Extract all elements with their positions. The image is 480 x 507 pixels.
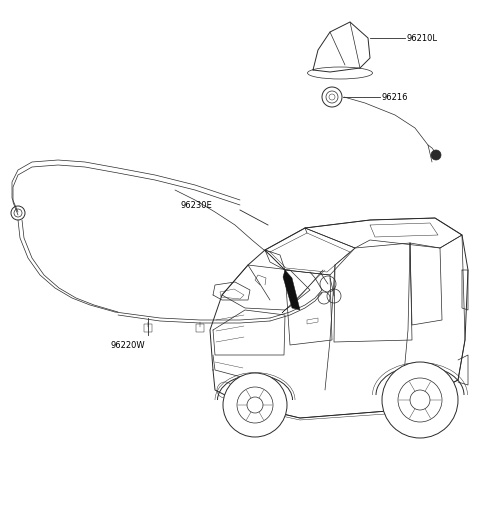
- Polygon shape: [283, 270, 300, 310]
- Circle shape: [322, 87, 342, 107]
- Text: 96220W: 96220W: [110, 341, 144, 349]
- Text: 96210L: 96210L: [407, 33, 438, 43]
- Bar: [196, 324, 204, 332]
- Circle shape: [431, 150, 441, 160]
- Circle shape: [223, 373, 287, 437]
- Bar: [144, 324, 152, 332]
- Text: 96230E: 96230E: [180, 200, 212, 209]
- Text: 96216: 96216: [382, 92, 408, 101]
- Circle shape: [382, 362, 458, 438]
